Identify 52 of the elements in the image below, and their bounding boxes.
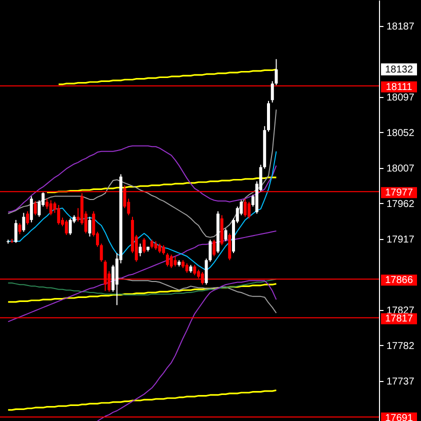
y-tick-label: 18007 [386,163,415,174]
candlestick [212,239,216,257]
candlestick [142,238,146,254]
candlestick [64,219,68,236]
candlestick [166,252,169,267]
line-series [8,230,277,322]
line-series [8,109,277,238]
candlestick [88,216,92,238]
ref-line-label: 17866 [385,275,414,286]
y-tick-label: 17737 [386,376,415,388]
line-series [7,283,278,303]
candlestick [193,264,196,276]
candlestick [248,201,251,219]
y-tick-label: 18097 [386,92,415,104]
candlestick [185,262,188,274]
candlestick [18,222,22,235]
line-series [8,150,277,271]
candlestick [45,198,48,210]
candlestick [270,80,274,103]
ref-line-label: 17977 [385,188,414,199]
ref-line-label: 18111 [386,82,413,93]
candlestick [34,200,37,216]
candlestick [57,204,60,226]
y-tick-label: 17917 [386,234,415,246]
y-tick-label: 18187 [386,22,415,33]
y-tick-label: 18052 [386,128,415,139]
y-tick-label: 17962 [386,198,415,210]
line-series [7,389,278,411]
candlestick [68,218,72,236]
candlestick [244,198,247,218]
candlestick [158,243,162,254]
candlestick [26,210,30,226]
candlestick [162,244,166,256]
line-series [96,280,277,421]
candlestick [170,254,173,269]
line-series [58,68,278,86]
text: 18132 [385,64,414,76]
y-tick-label: 17782 [386,340,415,352]
candlestick [49,200,52,216]
candlestick [228,232,232,261]
candlestick [224,228,228,242]
candlestick [100,243,103,262]
ref-line-label: 17817 [385,314,414,325]
candlestick [274,58,278,86]
candlestick [138,243,142,257]
line-series [8,145,277,213]
candlestick [14,219,18,244]
candlestick [22,212,26,232]
ref-line-label: 17691 [385,413,414,421]
line-series [8,278,277,296]
candlestick [174,256,177,267]
candlestick [30,196,33,223]
